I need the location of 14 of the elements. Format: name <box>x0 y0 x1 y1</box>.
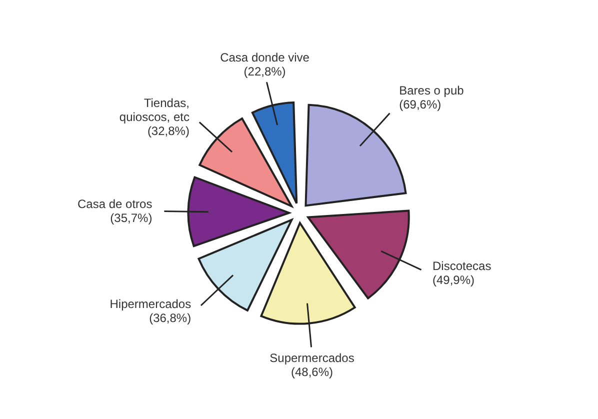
slice-label: Casa de otros <box>77 197 152 212</box>
data-label: (22,8%) <box>244 64 286 78</box>
slice-label: Tiendas, quioscos, etc <box>119 96 190 124</box>
data-label: (35,7%) <box>110 211 152 226</box>
slice-label: Supermercados <box>270 351 354 366</box>
data-label: (49,9%) <box>432 273 475 288</box>
data-label: (48,6%) <box>290 365 334 380</box>
data-label: (69,6%) <box>399 97 442 112</box>
slice-label: Discotecas <box>432 259 492 274</box>
slice-label: Bares o pub <box>399 83 464 98</box>
data-label: (32,8%) <box>147 124 190 138</box>
slice-label: Hipermercados <box>110 296 192 311</box>
slice-label: Casa donde vive <box>220 50 310 64</box>
data-label: (36,8%) <box>149 310 192 325</box>
